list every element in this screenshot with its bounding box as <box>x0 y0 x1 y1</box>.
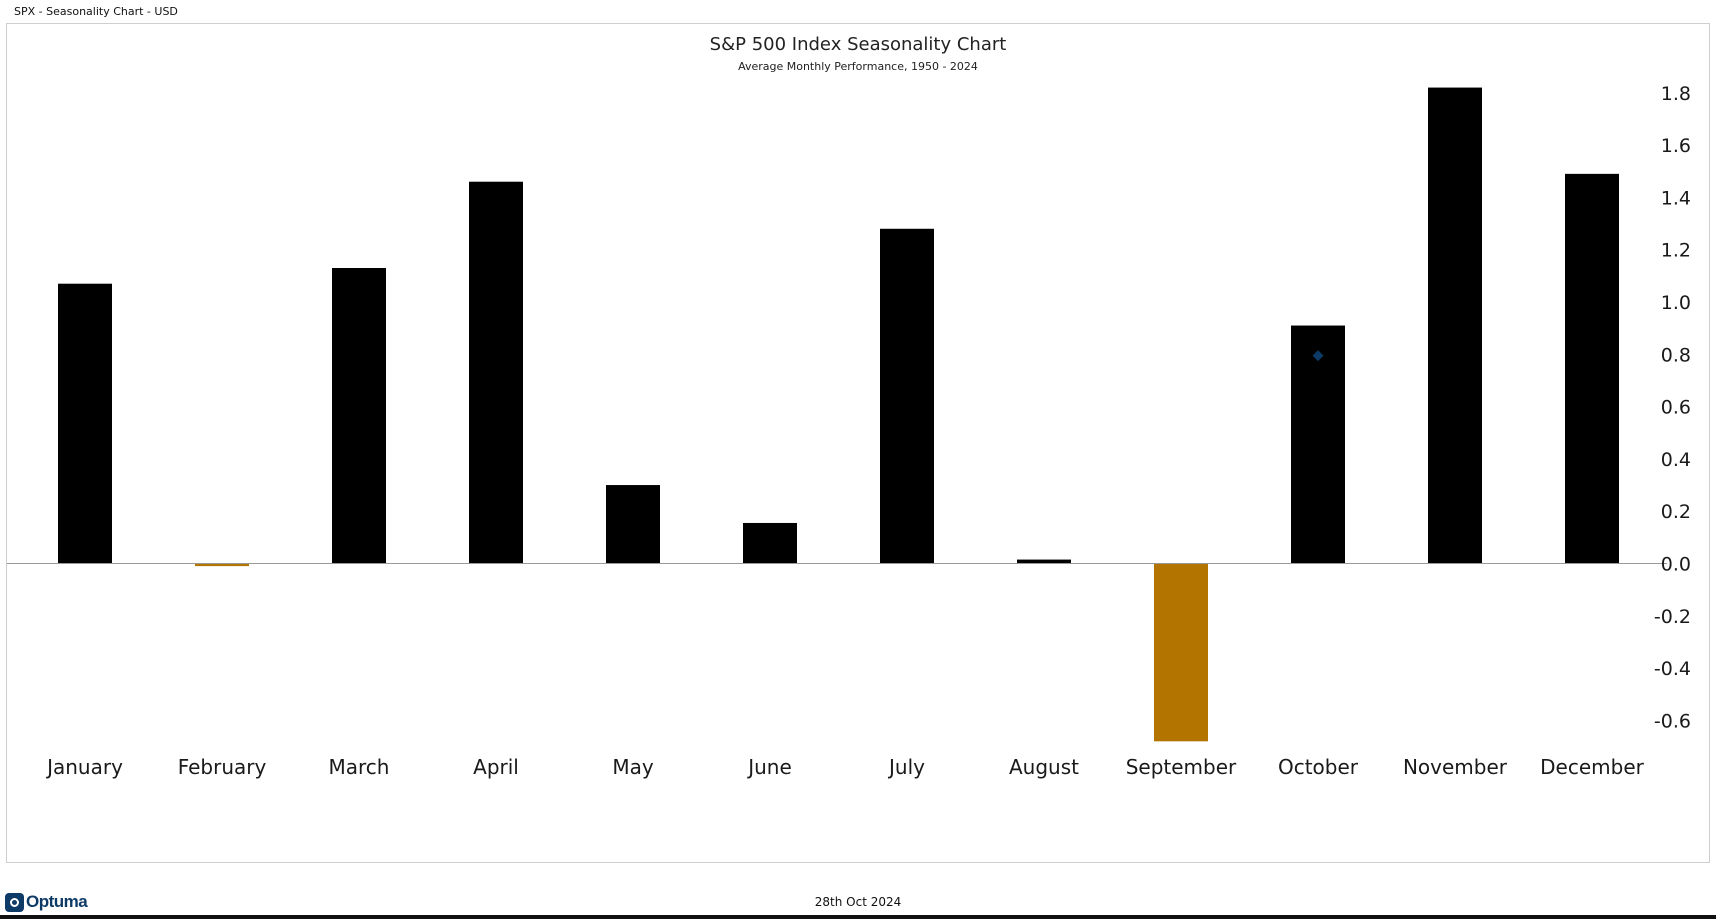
x-tick-label: August <box>1009 755 1079 779</box>
bar-april <box>469 181 523 564</box>
y-tick-label: -0.4 <box>1654 658 1691 680</box>
window-title: SPX - Seasonality Chart - USD <box>14 5 178 18</box>
bar-may <box>606 485 660 564</box>
y-axis: -0.6 -0.4 -0.2 0.0 0.2 0.4 0.6 0.8 1.0 1.2 1.4 1.6 1… <box>1654 83 1691 733</box>
bottom-strip <box>0 915 1716 919</box>
bar-july <box>880 228 934 564</box>
seasonality-chart[interactable]: S&P 500 Index Seasonality Chart Average … <box>7 24 1709 862</box>
x-tick-label: September <box>1126 755 1237 779</box>
chart-panel[interactable]: S&P 500 Index Seasonality Chart Average … <box>6 23 1710 863</box>
x-tick-label: March <box>329 755 390 779</box>
y-tick-label: -0.6 <box>1654 710 1691 732</box>
bar-june <box>743 522 797 564</box>
optuma-logo-icon <box>5 892 24 912</box>
x-tick-label: February <box>178 755 267 779</box>
y-tick-label: 1.2 <box>1661 240 1691 262</box>
y-tick-label: 1.6 <box>1661 135 1691 157</box>
bar-december <box>1565 173 1619 564</box>
y-tick-label: 0.2 <box>1661 501 1691 523</box>
bar-november <box>1428 87 1482 564</box>
x-axis: January February March April May June July Augu… <box>45 755 1645 779</box>
chart-date: 28th Oct 2024 <box>814 895 902 909</box>
marker-diamond <box>1312 350 1324 362</box>
logo-text: Optuma <box>26 892 88 911</box>
y-tick-label: -0.2 <box>1654 606 1691 628</box>
bar-january <box>58 283 112 564</box>
y-tick-label: 1.4 <box>1661 187 1691 209</box>
optuma-logo: Optuma <box>5 892 88 912</box>
x-tick-label: January <box>45 755 123 779</box>
bar-march <box>332 268 386 564</box>
y-tick-label: 0.6 <box>1661 397 1691 419</box>
bar-february <box>195 563 249 567</box>
chart-subtitle: Average Monthly Performance, 1950 - 2024 <box>738 60 978 73</box>
bar-october <box>1291 325 1345 564</box>
x-tick-label: November <box>1403 755 1508 779</box>
footer-bar: Optuma 28th Oct 2024 <box>0 888 1716 919</box>
y-tick-label: 1.0 <box>1661 292 1691 314</box>
y-tick-label: 0.0 <box>1661 554 1691 576</box>
bars-layer <box>7 87 1667 742</box>
y-tick-label: 0.4 <box>1661 449 1691 471</box>
x-tick-label: May <box>612 755 654 779</box>
bar-september <box>1154 563 1208 742</box>
x-tick-label: April <box>473 755 519 779</box>
y-tick-label: 1.8 <box>1661 83 1691 105</box>
x-tick-label: October <box>1278 755 1359 779</box>
x-tick-label: June <box>746 755 792 779</box>
x-tick-label: December <box>1540 755 1644 779</box>
y-tick-label: 0.8 <box>1661 344 1691 366</box>
x-tick-label: July <box>887 755 925 779</box>
chart-title: S&P 500 Index Seasonality Chart <box>710 34 1007 55</box>
bar-august <box>1017 559 1071 564</box>
